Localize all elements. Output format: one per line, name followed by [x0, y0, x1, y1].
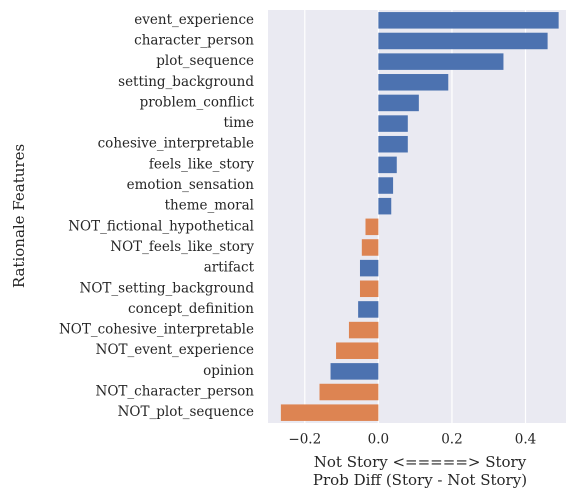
- bar: [378, 12, 559, 29]
- y-tick-label: theme_moral: [165, 198, 254, 214]
- y-tick-label: concept_definition: [128, 301, 254, 317]
- x-tick-label: −0.2: [288, 432, 321, 448]
- bar: [319, 383, 379, 401]
- bar: [378, 94, 419, 112]
- bar: [361, 239, 379, 256]
- y-tick-label: NOT_setting_background: [80, 280, 255, 296]
- y-tick-label: NOT_feels_like_story: [110, 239, 254, 255]
- x-tick-label: 0.2: [441, 432, 462, 448]
- y-tick-label: setting_background: [118, 74, 254, 90]
- bar: [378, 74, 449, 91]
- bar: [359, 259, 379, 277]
- bar: [348, 321, 379, 339]
- x-tick-label: 0.4: [515, 432, 536, 448]
- bar: [378, 156, 397, 174]
- y-tick-label: event_experience: [134, 12, 254, 28]
- bar: [378, 135, 408, 153]
- plot-area: [268, 10, 566, 423]
- x-tick-label: 0.0: [368, 432, 389, 448]
- y-tick-label: character_person: [134, 32, 254, 48]
- bar: [330, 363, 379, 380]
- y-tick-label: opinion: [203, 363, 254, 379]
- bar: [378, 115, 408, 132]
- x-axis-label: Not Story <=====> Story: [314, 453, 527, 471]
- y-tick-label: artifact: [204, 260, 255, 276]
- y-tick-label: cohesive_interpretable: [98, 136, 254, 152]
- x-axis-label: Prob Diff (Story - Not Story): [313, 471, 527, 488]
- bar: [336, 342, 379, 359]
- bar: [378, 197, 392, 215]
- y-tick-label: NOT_fictional_hypothetical: [68, 218, 254, 234]
- y-tick-label: time: [223, 115, 254, 131]
- y-tick-label: plot_sequence: [156, 53, 254, 69]
- bar: [359, 280, 379, 298]
- y-tick-label: NOT_event_experience: [96, 342, 254, 358]
- y-tick-label: NOT_character_person: [96, 384, 255, 400]
- bar: [378, 32, 548, 50]
- y-tick-label: feels_like_story: [149, 156, 254, 172]
- bar: [378, 177, 394, 194]
- y-tick-label: NOT_plot_sequence: [118, 404, 254, 420]
- y-axis-label: Rationale Features: [10, 144, 28, 288]
- y-tick-label: NOT_cohesive_interpretable: [59, 322, 254, 338]
- bar: [358, 301, 379, 318]
- bar: [378, 53, 504, 70]
- bar: [365, 218, 379, 236]
- bar: [280, 404, 379, 421]
- y-tick-label: problem_conflict: [140, 94, 255, 110]
- y-tick-label: emotion_sensation: [127, 177, 255, 193]
